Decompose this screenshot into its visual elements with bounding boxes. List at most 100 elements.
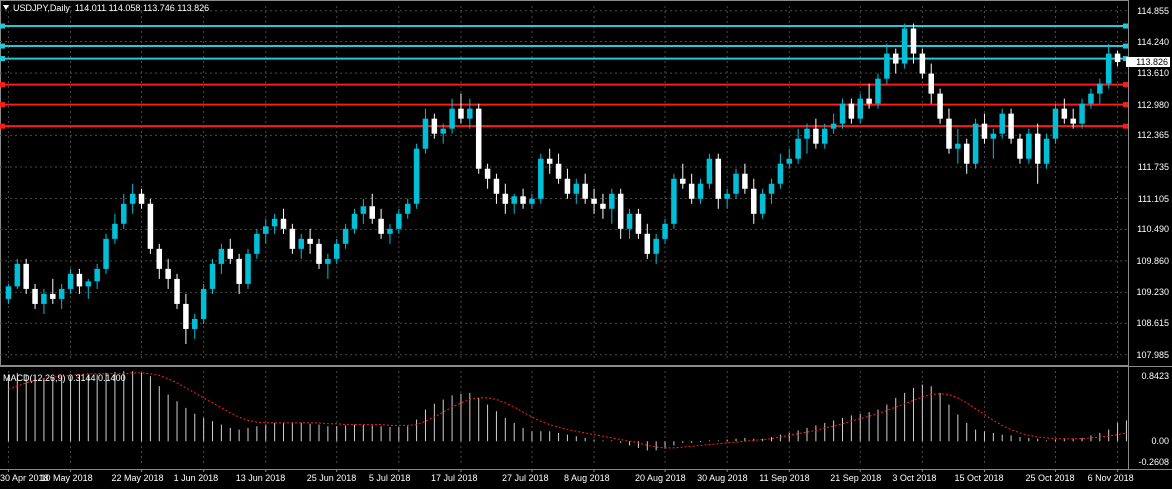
candle-body xyxy=(387,228,393,234)
date-tick-label: 5 Jul 2018 xyxy=(368,473,411,483)
macd-signal-line xyxy=(8,372,1127,449)
main-pane-frame xyxy=(0,0,1129,366)
candle-body xyxy=(999,113,1005,134)
candle-body xyxy=(555,163,562,179)
resistance-2-handle-left[interactable] xyxy=(0,43,5,49)
support-1-handle-right[interactable] xyxy=(1123,82,1128,88)
candle-body xyxy=(298,238,304,249)
candle-body xyxy=(183,303,189,329)
candle-body xyxy=(271,218,278,227)
candle-body xyxy=(165,268,171,279)
candle-body xyxy=(1105,53,1112,84)
candle-body xyxy=(946,118,952,149)
price-tick-label: 112.365 xyxy=(1137,130,1169,141)
price-tick-label: 111.105 xyxy=(1137,193,1169,204)
candle-body xyxy=(804,128,810,139)
price-tick-label: 108.615 xyxy=(1136,318,1169,329)
support-3-handle-right[interactable] xyxy=(1123,123,1128,129)
candle-body xyxy=(937,93,943,119)
candle-body xyxy=(5,286,12,299)
candle-body xyxy=(1034,133,1041,164)
candle-body xyxy=(404,203,411,214)
candle-body xyxy=(1079,103,1085,124)
date-tick-label: 22 May 2018 xyxy=(111,473,164,483)
candle-body xyxy=(174,278,180,304)
candle-body xyxy=(1061,108,1068,119)
candle-body xyxy=(1008,113,1014,139)
resistance-3-handle-right[interactable] xyxy=(1123,56,1128,62)
candle-body xyxy=(582,183,588,199)
resistance-3-handle-left[interactable] xyxy=(0,56,5,62)
date-tick-label: 25 Jun 2018 xyxy=(306,473,357,483)
date-tick-label: 6 Nov 2018 xyxy=(1087,473,1134,483)
candle-body xyxy=(41,293,47,304)
candle-body xyxy=(910,28,917,54)
candle-body xyxy=(458,108,464,119)
candle-body xyxy=(351,213,358,229)
candle-body xyxy=(138,193,145,204)
candle-body xyxy=(502,193,509,204)
candle-body xyxy=(955,143,961,149)
date-tick-label: 1 Jun 2018 xyxy=(173,473,219,483)
candle-body xyxy=(680,178,686,184)
candle-body xyxy=(848,103,855,119)
candle-body xyxy=(289,228,296,249)
candle-body xyxy=(830,123,837,129)
candle-body xyxy=(617,193,624,229)
price-tick-label: 113.610 xyxy=(1137,68,1169,79)
candle-body xyxy=(156,248,163,269)
candle-body xyxy=(901,28,908,64)
candle-body xyxy=(715,158,722,199)
candle-body xyxy=(449,108,455,129)
support-1-handle-left[interactable] xyxy=(0,82,5,88)
candle-body xyxy=(192,318,198,329)
price-tick-label: 109.860 xyxy=(1136,255,1169,266)
candle-body xyxy=(759,193,766,214)
date-tick-label: 10 May 2018 xyxy=(40,473,93,483)
ohlc-readout: 114.011 114.058 113.746 113.826 xyxy=(74,3,210,13)
candle-body xyxy=(786,158,793,164)
candle-body xyxy=(58,288,65,299)
candle-body xyxy=(200,288,207,319)
candle-body xyxy=(121,203,127,224)
candle-body xyxy=(928,73,934,94)
candle-body xyxy=(1070,118,1076,124)
candle-body xyxy=(892,53,899,64)
candle-body xyxy=(254,233,260,254)
support-2-handle-left[interactable] xyxy=(0,102,5,108)
date-tick-label: 30 Apr 2018 xyxy=(0,473,49,483)
candle-body xyxy=(972,123,979,164)
candle-body xyxy=(129,193,136,204)
candle-body xyxy=(1088,93,1094,104)
resistance-1-handle-right[interactable] xyxy=(1123,23,1128,29)
date-tick-label: 11 Sep 2018 xyxy=(759,473,810,483)
resistance-1-handle-left[interactable] xyxy=(0,23,5,29)
candle-body xyxy=(422,118,429,149)
dropdown-arrow-icon[interactable] xyxy=(3,5,9,10)
candle-body xyxy=(316,243,322,264)
resistance-2-handle-right[interactable] xyxy=(1123,43,1128,49)
candle-body xyxy=(768,183,775,194)
candle-body xyxy=(245,253,251,284)
support-3-handle-left[interactable] xyxy=(0,123,5,129)
candle-body xyxy=(777,163,784,184)
candle-body xyxy=(50,293,56,299)
candle-body xyxy=(839,103,846,124)
price-tick-label: 107.985 xyxy=(1136,349,1169,360)
candle-body xyxy=(103,238,109,269)
candle-body xyxy=(822,128,828,144)
candle-body xyxy=(1026,133,1032,159)
candle-body xyxy=(94,268,100,282)
candle-body xyxy=(520,196,526,204)
support-2-handle-right[interactable] xyxy=(1123,102,1128,108)
candle-body xyxy=(662,223,668,239)
date-tick-label: 30 Aug 2018 xyxy=(697,473,748,483)
candle-body xyxy=(706,158,713,184)
candle-body xyxy=(333,243,340,259)
price-tick-label: 111.735 xyxy=(1137,161,1169,172)
candle-body xyxy=(653,238,659,254)
candle-body xyxy=(1114,53,1121,63)
date-tick-label: 21 Sep 2018 xyxy=(830,473,882,483)
